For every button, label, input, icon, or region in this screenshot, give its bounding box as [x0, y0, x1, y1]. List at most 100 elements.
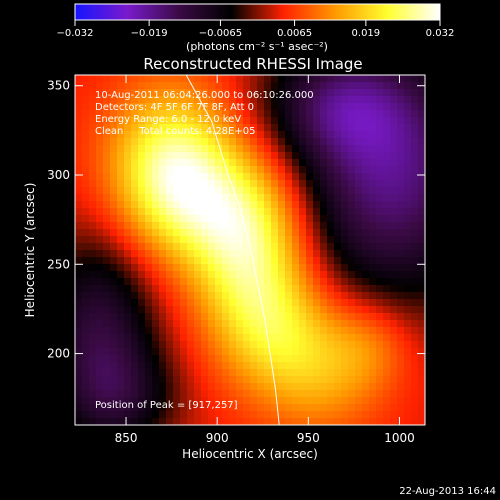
heatmap-cell — [327, 278, 335, 286]
heatmap-cell — [327, 222, 335, 230]
heatmap-cell — [348, 271, 356, 279]
heatmap-cell — [215, 201, 223, 209]
heatmap-cell — [131, 257, 139, 265]
heatmap-cell — [96, 110, 104, 118]
heatmap-cell — [222, 250, 230, 258]
heatmap-cell — [383, 306, 391, 314]
heatmap-cell — [376, 376, 384, 384]
heatmap-cell — [152, 110, 160, 118]
heatmap-cell — [138, 397, 146, 405]
heatmap-cell — [383, 187, 391, 195]
heatmap-cell — [201, 397, 209, 405]
heatmap-cell — [327, 75, 335, 83]
heatmap-cell — [187, 306, 195, 314]
heatmap-cell — [145, 299, 153, 307]
heatmap-cell — [194, 411, 202, 419]
heatmap-cell — [229, 82, 237, 90]
heatmap-cell — [397, 257, 405, 265]
heatmap-cell — [124, 327, 132, 335]
heatmap-cell — [348, 243, 356, 251]
heatmap-cell — [264, 131, 272, 139]
heatmap-cell — [348, 404, 356, 412]
heatmap-cell — [376, 383, 384, 391]
heatmap-cell — [411, 411, 419, 419]
heatmap-cell — [166, 397, 174, 405]
heatmap-cell — [341, 306, 349, 314]
heatmap-cell — [145, 159, 153, 167]
heatmap-cell — [362, 418, 370, 425]
heatmap-cell — [306, 89, 314, 97]
heatmap-cell — [397, 96, 405, 104]
heatmap-cell — [341, 187, 349, 195]
heatmap-cell — [404, 180, 412, 188]
heatmap-cell — [75, 327, 83, 335]
heatmap-cell — [222, 369, 230, 377]
heatmap-cell — [250, 278, 258, 286]
heatmap-cell — [180, 327, 188, 335]
heatmap-cell — [166, 404, 174, 412]
heatmap-cell — [194, 404, 202, 412]
heatmap-cell — [264, 285, 272, 293]
heatmap-cell — [124, 201, 132, 209]
heatmap-cell — [278, 271, 286, 279]
heatmap-cell — [341, 341, 349, 349]
heatmap-cell — [173, 82, 181, 90]
heatmap-cell — [180, 124, 188, 132]
heatmap-cell — [180, 299, 188, 307]
heatmap-cell — [110, 103, 118, 111]
heatmap-cell — [110, 166, 118, 174]
heatmap-cell — [348, 180, 356, 188]
heatmap-cell — [187, 397, 195, 405]
heatmap-cell — [376, 243, 384, 251]
heatmap-cell — [404, 390, 412, 398]
heatmap-cell — [194, 173, 202, 181]
heatmap-cell — [292, 110, 300, 118]
heatmap-cell — [348, 75, 356, 83]
heatmap-cell — [313, 131, 321, 139]
heatmap-cell — [383, 173, 391, 181]
heatmap-cell — [271, 180, 279, 188]
heatmap-cell — [362, 327, 370, 335]
heatmap-cell — [180, 418, 188, 425]
heatmap-cell — [180, 215, 188, 223]
heatmap-cell — [376, 145, 384, 153]
heatmap-cell — [418, 180, 425, 188]
heatmap-cell — [257, 82, 265, 90]
heatmap-cell — [411, 271, 419, 279]
heatmap-cell — [89, 264, 97, 272]
heatmap-cell — [411, 397, 419, 405]
heatmap-cell — [215, 285, 223, 293]
heatmap-cell — [145, 173, 153, 181]
heatmap-cell — [138, 355, 146, 363]
heatmap-cell — [411, 124, 419, 132]
heatmap-cell — [418, 145, 425, 153]
heatmap-cell — [327, 117, 335, 125]
heatmap-cell — [313, 306, 321, 314]
heatmap-cell — [110, 320, 118, 328]
heatmap-cell — [201, 187, 209, 195]
heatmap-cell — [103, 117, 111, 125]
heatmap-cell — [236, 320, 244, 328]
heatmap-cell — [215, 187, 223, 195]
heatmap-cell — [313, 194, 321, 202]
heatmap-cell — [96, 355, 104, 363]
heatmap-cell — [138, 278, 146, 286]
heatmap-cell — [250, 334, 258, 342]
heatmap-cell — [250, 327, 258, 335]
heatmap-cell — [292, 264, 300, 272]
heatmap-cell — [138, 103, 146, 111]
heatmap-cell — [243, 194, 251, 202]
heatmap-cell — [222, 376, 230, 384]
heatmap-cell — [159, 411, 167, 419]
heatmap-cell — [285, 362, 293, 370]
heatmap-cell — [383, 271, 391, 279]
heatmap-cell — [187, 313, 195, 321]
heatmap-cell — [243, 82, 251, 90]
heatmap-cell — [411, 138, 419, 146]
heatmap-cell — [229, 306, 237, 314]
heatmap-cell — [82, 201, 90, 209]
heatmap-cell — [173, 243, 181, 251]
heatmap-cell — [173, 376, 181, 384]
heatmap-cell — [180, 229, 188, 237]
heatmap-cell — [341, 299, 349, 307]
